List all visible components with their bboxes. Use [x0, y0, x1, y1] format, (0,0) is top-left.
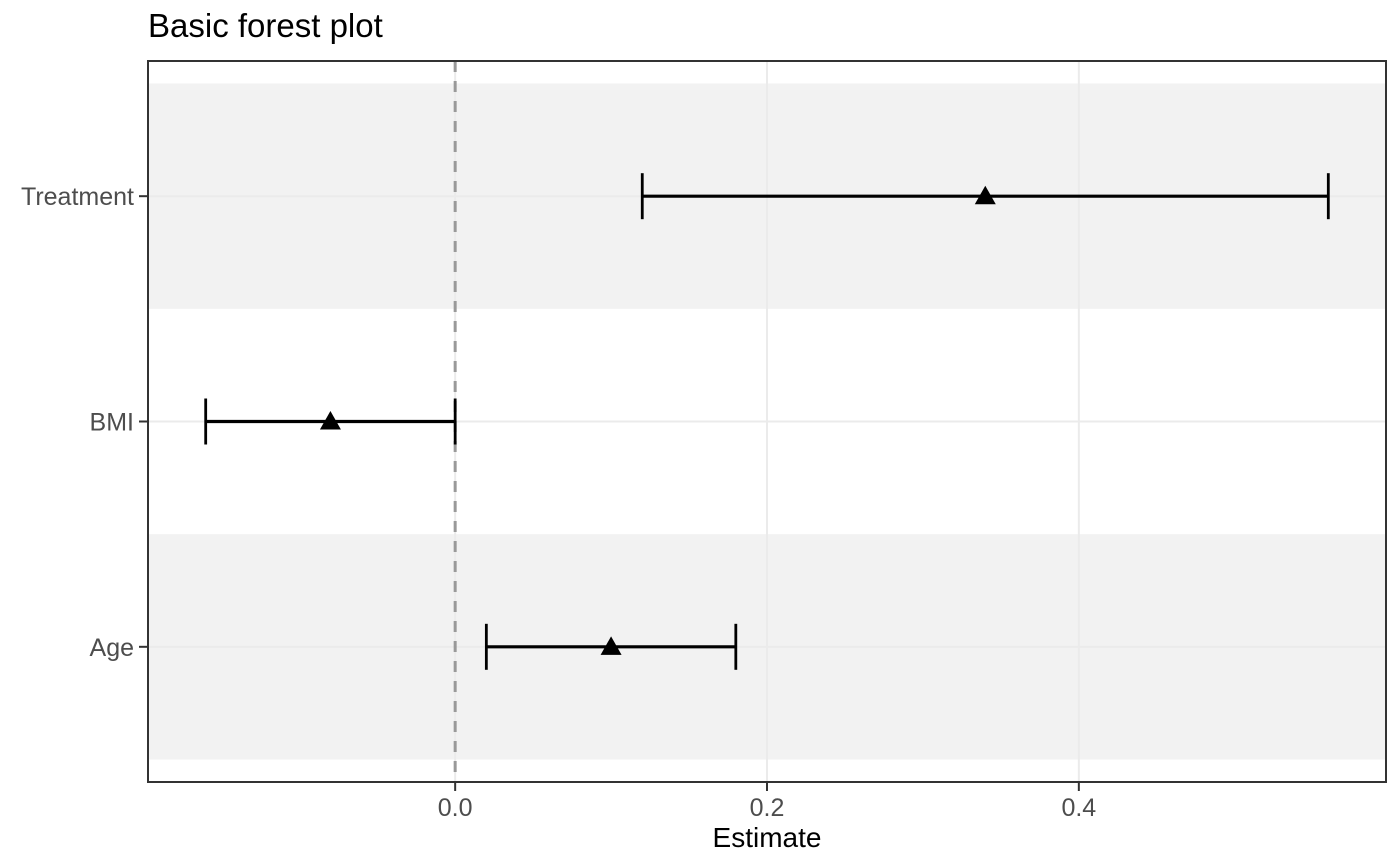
x-tick-label-0.2: 0.2	[750, 794, 785, 822]
point-marker-treatment	[974, 185, 996, 205]
x-tick-label-0.4: 0.4	[1061, 794, 1096, 822]
y-axis-label-age: Age	[90, 634, 134, 662]
y-axis-label-bmi: BMI	[90, 409, 134, 437]
y-axis-label-treatment: Treatment	[21, 183, 134, 211]
point-marker-bmi	[319, 411, 341, 430]
x-tick-label-0.0: 0.0	[438, 794, 473, 822]
point-marker-age	[600, 636, 622, 655]
chart-title: Basic forest plot	[148, 7, 383, 44]
x-axis-title: Estimate	[712, 822, 822, 853]
